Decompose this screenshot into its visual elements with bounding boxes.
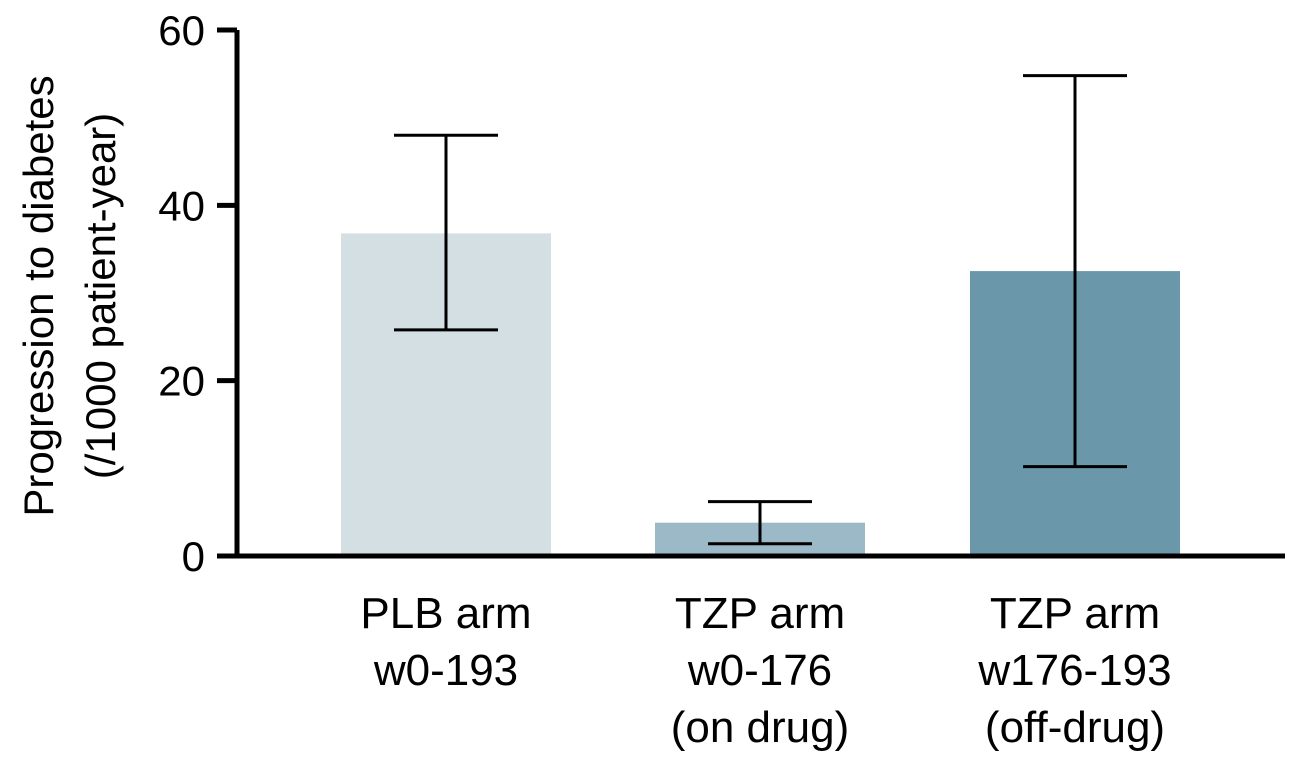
y-axis-label-line-1: Progression to diabetes: [15, 75, 62, 516]
x-category-label-line: (on drug): [671, 703, 850, 752]
x-category-label-line: PLB arm: [360, 589, 531, 638]
y-tick-label: 60: [158, 7, 205, 54]
y-axis-label-line-2: (/1000 patient-year): [77, 113, 124, 480]
error-bar-3: [1023, 74, 1127, 469]
x-category-label-line: (off-drug): [985, 703, 1165, 752]
x-category-label-3: TZP arm w176-193 (off-drug): [977, 589, 1171, 752]
x-category-label-1: PLB arm w0-193: [360, 589, 531, 695]
y-tick-label: 0: [182, 533, 205, 580]
x-category-label-2: TZP arm w0-176 (on drug): [671, 589, 850, 752]
y-axis-label: Progression to diabetes (/1000 patient-y…: [15, 75, 124, 516]
y-axis: 0 20 40 60: [158, 7, 240, 580]
y-tick-label: 20: [158, 358, 205, 405]
error-bars: [394, 74, 1127, 546]
error-bar-2: [708, 500, 812, 546]
x-category-label-line: w176-193: [977, 646, 1171, 695]
x-category-label-line: TZP arm: [675, 589, 845, 638]
error-bar-1: [394, 133, 498, 332]
y-tick-label: 40: [158, 182, 205, 229]
x-category-label-line: w0-193: [373, 646, 518, 695]
x-category-label-line: TZP arm: [990, 589, 1160, 638]
x-category-label-line: w0-176: [687, 646, 832, 695]
